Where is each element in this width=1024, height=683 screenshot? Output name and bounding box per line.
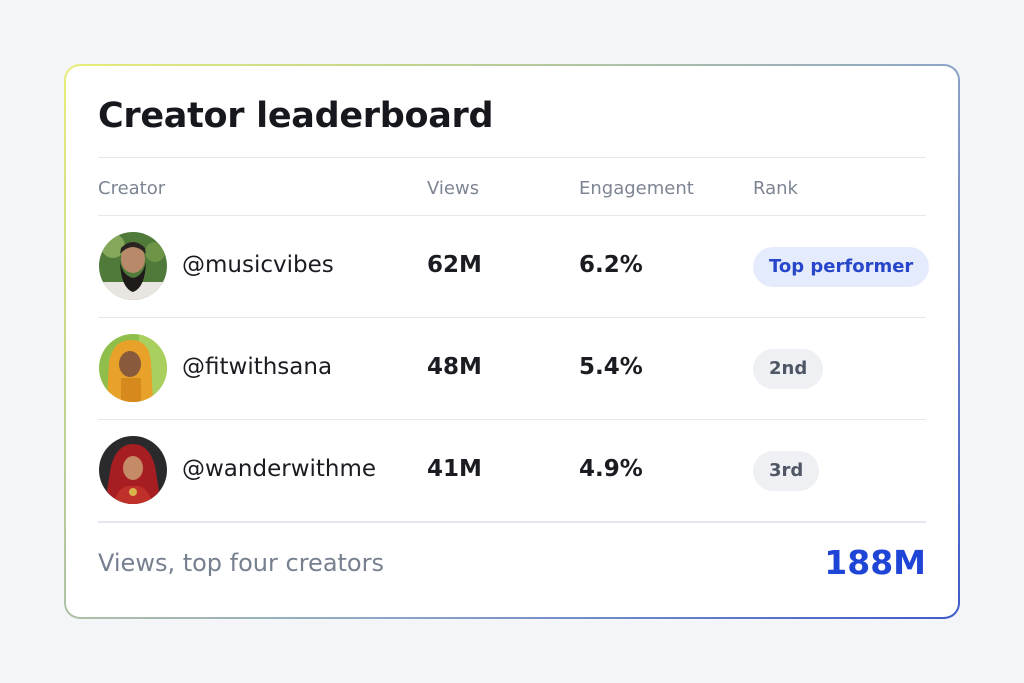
column-header-creator: Creator: [98, 178, 166, 199]
card-title: Creator leaderboard: [98, 96, 494, 136]
divider: [98, 419, 926, 420]
table-row[interactable]: @wanderwithme 41M 4.9% 3rd: [66, 420, 958, 522]
column-header-engagement: Engagement: [579, 178, 694, 199]
avatar: [99, 334, 167, 402]
avatar: [99, 232, 167, 300]
views-value: 62M: [427, 252, 482, 278]
column-header-views: Views: [427, 178, 480, 199]
footer-total-value: 188M: [824, 543, 926, 582]
rank-badge: 2nd: [753, 349, 824, 389]
divider: [98, 157, 926, 158]
engagement-value: 6.2%: [579, 252, 643, 278]
divider: [98, 215, 926, 216]
column-header-rank: Rank: [753, 178, 798, 199]
views-value: 41M: [427, 456, 482, 482]
views-value: 48M: [427, 354, 482, 380]
creator-handle[interactable]: @wanderwithme: [182, 456, 377, 482]
avatar: [99, 436, 167, 504]
divider: [98, 317, 926, 318]
table-row[interactable]: @fitwithsana 48M 5.4% 2nd: [66, 318, 958, 420]
leaderboard-card: Creator leaderboard Creator Views Engage…: [66, 66, 958, 617]
rank-badge: 3rd: [753, 451, 820, 491]
creator-handle[interactable]: @fitwithsana: [182, 354, 333, 380]
creator-handle[interactable]: @musicvibes: [182, 252, 334, 278]
footer-label: Views, top four creators: [98, 549, 384, 577]
engagement-value: 5.4%: [579, 354, 643, 380]
footer-divider: [98, 521, 926, 523]
rank-badge: Top performer: [753, 247, 930, 287]
engagement-value: 4.9%: [579, 456, 643, 482]
table-row[interactable]: @musicvibes 62M 6.2% Top performer: [66, 216, 958, 318]
